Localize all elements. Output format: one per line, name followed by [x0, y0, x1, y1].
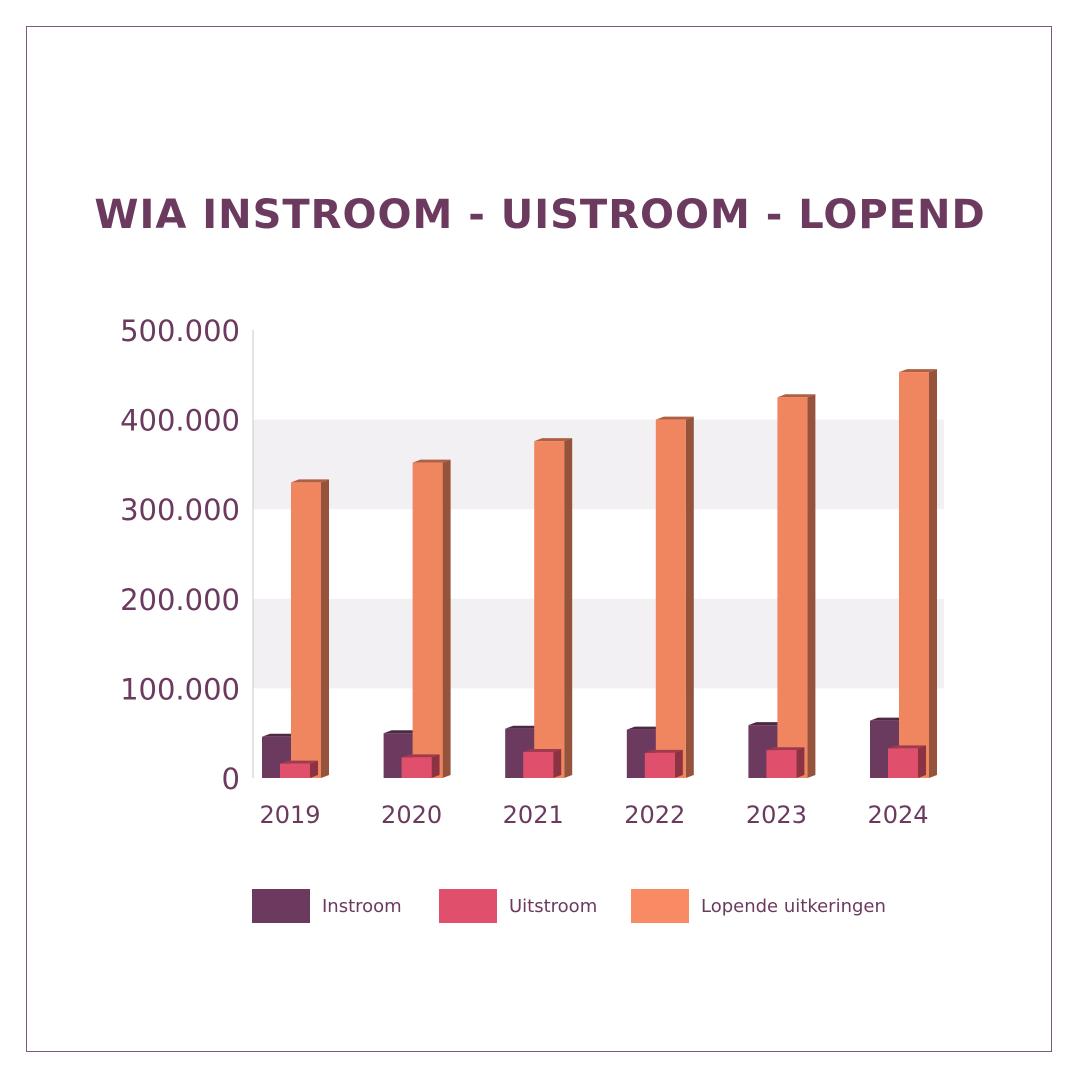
bar-front	[523, 752, 554, 778]
bar-lopende-uitkeringen-2019	[291, 479, 329, 778]
bar-top	[262, 733, 300, 737]
bar-uitstroom-2020	[401, 754, 440, 778]
grid-band	[253, 598, 944, 689]
bar-top	[748, 722, 787, 726]
bar-side	[807, 394, 816, 778]
bar-top	[383, 730, 422, 734]
legend-swatch-instroom	[252, 889, 310, 923]
legend-item-lopende-uitkeringen: Lopende uitkeringen	[631, 889, 886, 923]
bar-front	[899, 372, 929, 778]
x-tick-label: 2024	[867, 801, 928, 829]
legend-label-uitstroom: Uitstroom	[509, 895, 598, 917]
grid-bands	[253, 419, 944, 689]
bar-uitstroom-2024	[888, 745, 926, 778]
bar-front	[412, 462, 443, 778]
bar-front	[644, 752, 675, 778]
bar-top	[888, 745, 926, 749]
bar-front	[280, 763, 310, 778]
bar-top	[401, 754, 440, 758]
bar-uitstroom-2019	[280, 760, 318, 778]
bar-top	[777, 394, 816, 398]
bar-side	[796, 747, 805, 778]
bar-top	[899, 369, 937, 373]
bar-top	[505, 725, 544, 729]
x-tick-label: 2021	[503, 801, 564, 829]
x-tick-label: 2023	[746, 801, 807, 829]
bar-side	[674, 749, 683, 778]
bar-front	[888, 748, 918, 778]
y-axis-ticks: 0 100.000 200.000 300.000 400.000 500.000	[120, 314, 240, 796]
bar-top	[412, 459, 451, 463]
bar-uitstroom-2023	[766, 747, 805, 778]
bar-side	[918, 745, 926, 778]
bar-top	[655, 416, 694, 420]
bar-lopende-uitkeringen-2021	[534, 438, 573, 778]
bar-top	[644, 749, 683, 753]
legend-item-instroom: Instroom	[252, 889, 402, 923]
chart-frame	[26, 26, 1052, 1052]
y-tick-label: 200.000	[120, 583, 240, 617]
bar-front	[766, 750, 797, 778]
chart-title: WIA INSTROOM - UISTROOM - LOPEND	[94, 192, 986, 238]
y-tick-label: 300.000	[120, 493, 240, 527]
bar-side	[564, 438, 573, 778]
bar-top	[280, 760, 318, 764]
bars	[262, 369, 937, 778]
bar-side	[442, 459, 451, 778]
legend-label-lopende-uitkeringen: Lopende uitkeringen	[701, 895, 886, 917]
bar-uitstroom-2021	[523, 749, 562, 778]
bar-top	[870, 717, 908, 721]
y-tick-label: 0	[222, 762, 240, 796]
x-tick-label: 2019	[259, 801, 320, 829]
bar-uitstroom-2022	[644, 749, 683, 778]
bar-side	[553, 749, 562, 778]
y-tick-label: 400.000	[120, 404, 240, 438]
legend-label-instroom: Instroom	[322, 895, 402, 917]
bar-side	[929, 369, 937, 778]
legend-swatch-uitstroom	[439, 889, 497, 923]
bar-side	[310, 760, 318, 778]
bar-top	[626, 726, 665, 730]
y-tick-label: 500.000	[120, 314, 240, 348]
bar-lopende-uitkeringen-2020	[412, 459, 451, 778]
bar-top	[766, 747, 805, 751]
bar-top	[291, 479, 329, 483]
bar-side	[431, 754, 440, 778]
grid-band	[253, 419, 944, 510]
bar-top	[523, 749, 562, 753]
bar-front	[291, 482, 321, 778]
legend-swatch-lopende-uitkeringen	[631, 889, 689, 923]
bar-lopende-uitkeringen-2023	[777, 394, 816, 778]
bar-side	[685, 416, 694, 778]
bar-lopende-uitkeringen-2024	[899, 369, 937, 778]
x-tick-label: 2022	[624, 801, 685, 829]
bar-lopende-uitkeringen-2022	[655, 416, 694, 778]
y-tick-label: 100.000	[120, 672, 240, 706]
bar-front	[777, 397, 808, 778]
bar-top	[534, 438, 573, 442]
bar-front	[655, 419, 686, 778]
legend-item-uitstroom: Uitstroom	[439, 889, 597, 923]
x-axis-ticks: 2019 2020 2021 2022 2023 2024	[259, 801, 928, 829]
bar-front	[401, 757, 432, 778]
bar-side	[321, 479, 329, 778]
bar-front	[534, 441, 565, 778]
x-tick-label: 2020	[381, 801, 442, 829]
